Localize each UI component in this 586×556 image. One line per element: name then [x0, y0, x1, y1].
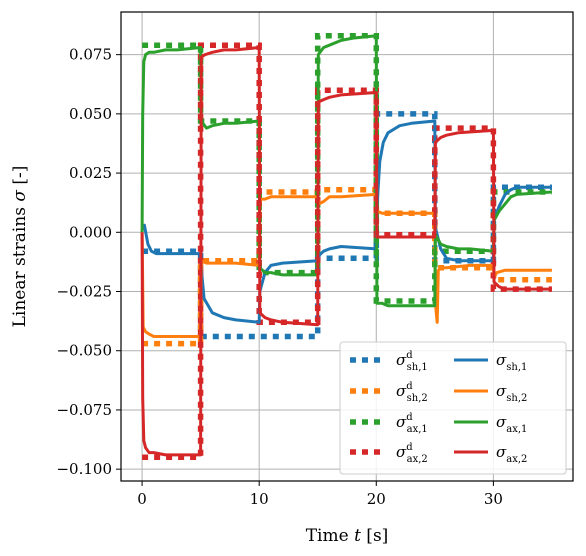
legend-label: σd sh,2 — [396, 381, 428, 404]
legend-label: σax,2 — [496, 443, 527, 465]
legend-label: σsh,1 — [496, 351, 527, 373]
model-series-sh-2 — [140, 192, 552, 338]
model-series-ax-1 — [140, 34, 553, 308]
legend: σd sh,1 σd sh,2 σd ax,1 σd ax,2 σsh,1 σsh,2 σax,1 σ… — [339, 341, 567, 475]
y-tick-label: −0.100 — [56, 460, 112, 478]
reference-series-sh-1 — [142, 111, 552, 340]
y-axis-label: Linear strains σ [-] — [10, 166, 30, 328]
legend-label: σsh,2 — [496, 382, 527, 404]
x-axis-ticks: 0 10 20 30 — [137, 481, 503, 508]
y-tick-label: −0.050 — [56, 342, 112, 360]
x-axis-label: Time t [s] — [306, 526, 389, 546]
x-tick-label: 10 — [250, 490, 269, 508]
x-tick-label: 20 — [367, 490, 386, 508]
x-tick-label: 0 — [137, 490, 147, 508]
y-tick-label: 0.025 — [69, 164, 112, 182]
y-tick-label: −0.025 — [56, 283, 112, 301]
legend-label: σax,1 — [496, 413, 527, 435]
plot-frame — [120, 11, 574, 482]
legend-label: σd sh,1 — [396, 350, 428, 373]
model-series-sh-1 — [140, 119, 552, 324]
legend-label: σd ax,1 — [396, 412, 428, 435]
model-series-group — [140, 34, 553, 457]
legend-label: σd ax,2 — [396, 442, 428, 465]
model-series-ax-2 — [140, 46, 552, 457]
reference-series-ax-2 — [142, 42, 552, 461]
y-tick-label: 0.000 — [69, 223, 112, 241]
y-tick-label: 0.075 — [69, 46, 112, 64]
y-axis-ticks: 0.075 0.050 0.025 0.000 −0.025 −0.050 −0.075 −0… — [56, 46, 121, 478]
x-tick-label: 30 — [484, 490, 503, 508]
y-tick-label: 0.050 — [69, 105, 112, 123]
legend-box — [339, 341, 567, 475]
y-tick-label: −0.075 — [56, 401, 112, 419]
